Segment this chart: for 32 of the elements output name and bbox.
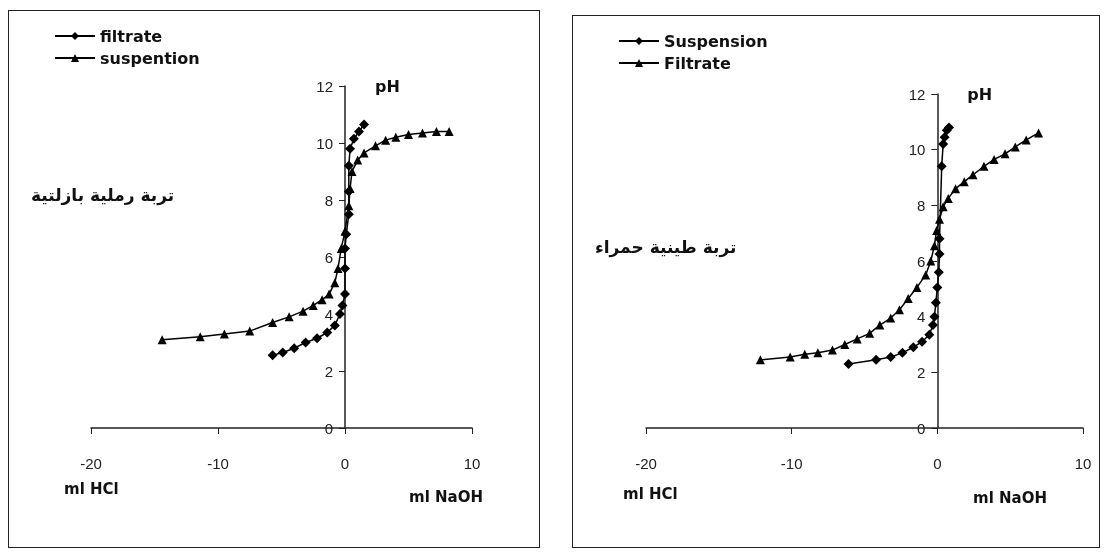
y-tick-label: 6	[916, 252, 926, 270]
y-tick-label: 2	[916, 363, 926, 381]
y-axis-title: pH	[375, 76, 400, 96]
x-tick-label: -20	[80, 455, 102, 472]
x-axis-title: ml NaOH	[409, 487, 483, 506]
x-tick-label: -10	[207, 455, 229, 472]
y-tick-label: 12	[908, 85, 926, 103]
y-tick-label: 4	[916, 308, 926, 326]
y-axis-title: pH	[967, 84, 993, 104]
text: ml HCl	[64, 479, 119, 498]
x-tick-label: -10	[780, 455, 803, 472]
y-tick-label: 10	[316, 134, 333, 152]
x-tick-label: 0	[933, 455, 942, 472]
y-tick-label: 12	[316, 77, 333, 95]
annotation: تربة طينية حمراء	[595, 236, 737, 258]
legend-label: suspention	[100, 48, 200, 68]
legend-label: filtrate	[100, 26, 163, 46]
legend-label: Suspension	[664, 31, 768, 51]
y-tick-label: 8	[324, 191, 333, 209]
y-tick-label: 6	[324, 248, 333, 266]
text: ml HCl	[623, 484, 678, 503]
legend-label: Filtrate	[664, 53, 731, 73]
x-tick-label: -20	[635, 455, 657, 472]
x-axis-title: ml NaOH	[973, 488, 1047, 507]
annotation: تربة رملية بازلتية	[31, 184, 175, 206]
y-tick-label: 2	[324, 362, 333, 380]
x-tick-label: 10	[1074, 455, 1092, 472]
y-tick-label: 10	[908, 141, 926, 159]
x-tick-label: 10	[463, 455, 481, 472]
y-tick-label: 8	[916, 196, 926, 214]
x-tick-label: 0	[340, 455, 350, 472]
y-tick-label: 4	[324, 305, 333, 323]
